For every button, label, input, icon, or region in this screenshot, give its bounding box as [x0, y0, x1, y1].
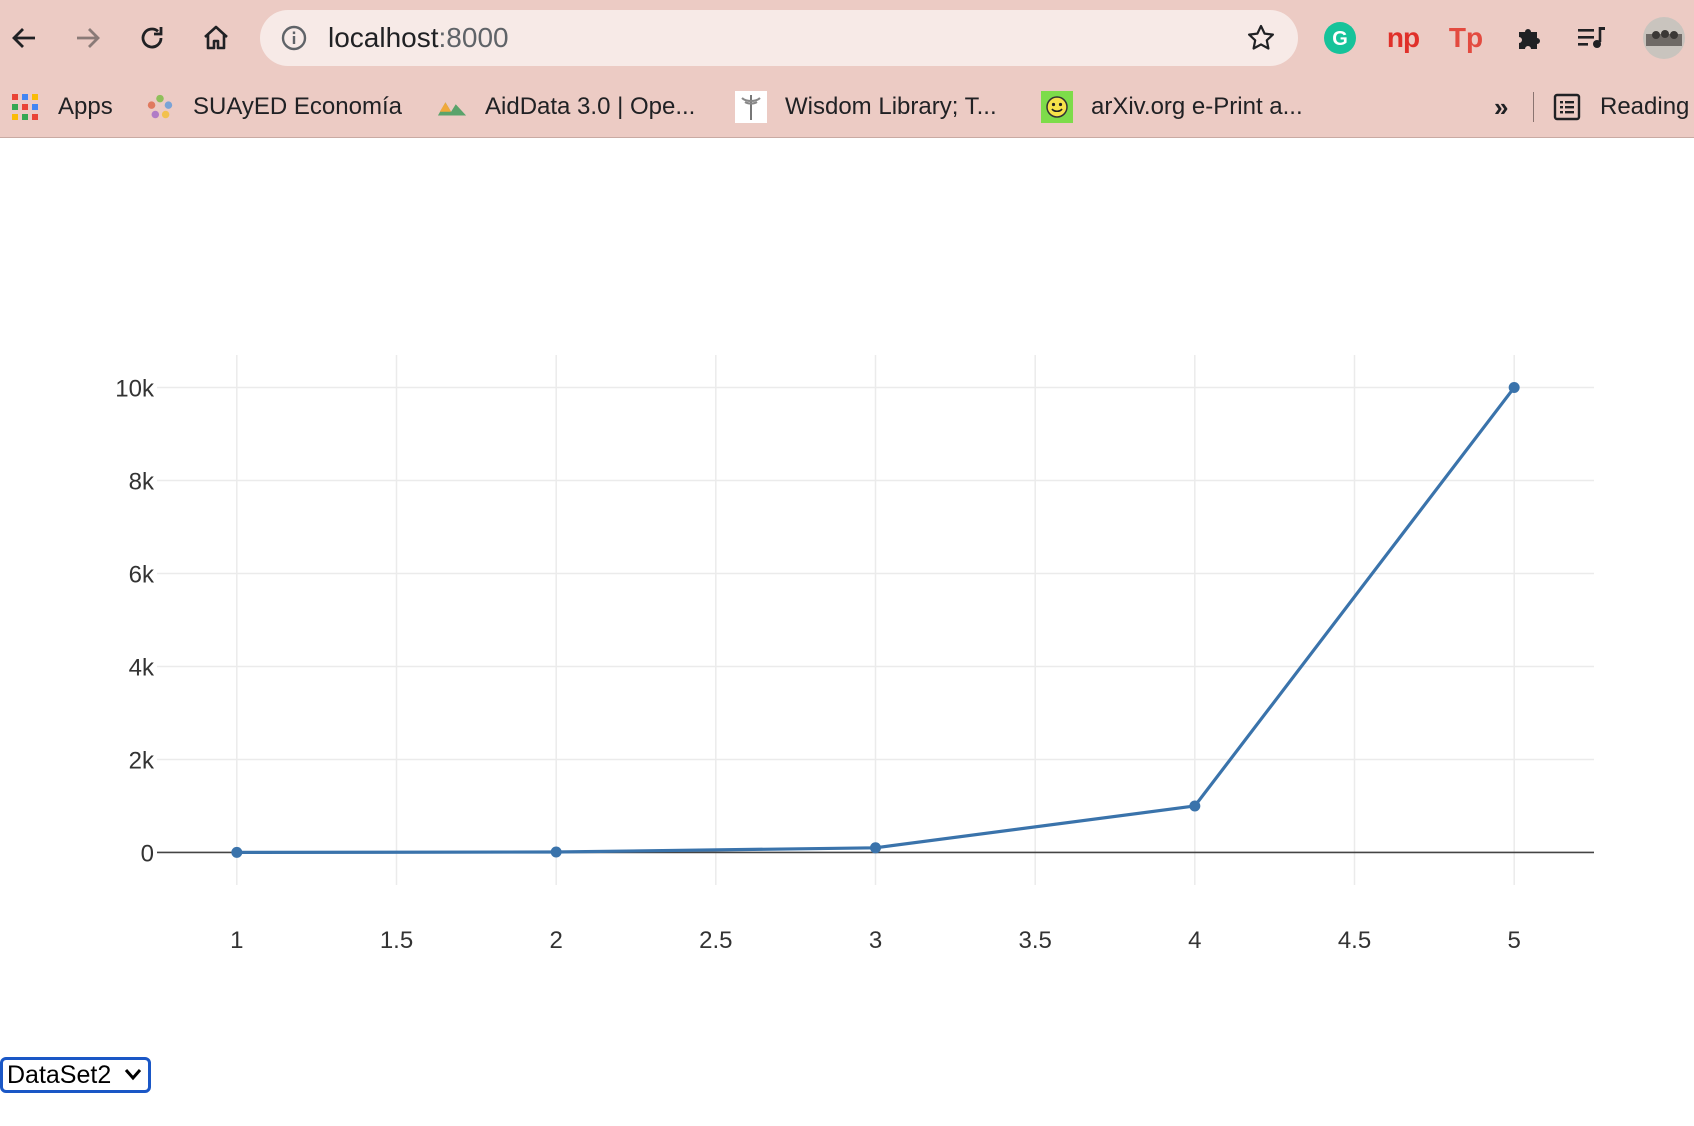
- y-tick-label: 4k: [129, 654, 155, 681]
- np-extension-label: np: [1386, 22, 1420, 53]
- bookmarks-separator: [1533, 92, 1534, 122]
- grammarly-letter: G: [1332, 28, 1348, 50]
- x-tick-label: 1: [230, 927, 243, 954]
- y-tick-label: 10k: [115, 376, 155, 403]
- data-point: [870, 842, 881, 854]
- back-button[interactable]: [0, 14, 48, 62]
- wisdom-library-icon: [735, 91, 767, 123]
- dataset-selected-value: DataSet2: [7, 1060, 112, 1089]
- apps-grid-icon: [10, 92, 40, 122]
- tp-extension-icon[interactable]: Tp: [1446, 18, 1486, 58]
- extensions-puzzle-shape: [1519, 29, 1540, 49]
- reading-list-button[interactable]: Reading: [1552, 76, 1689, 138]
- aiddata-icon: [437, 92, 467, 122]
- bookmarks-overflow-button[interactable]: »: [1494, 76, 1508, 138]
- y-tick-label: 6k: [129, 562, 155, 589]
- tp-extension-label: Tp: [1448, 22, 1484, 53]
- arxiv-icon: [1041, 91, 1073, 123]
- np-extension-icon[interactable]: np: [1383, 18, 1423, 58]
- data-point: [550, 846, 562, 858]
- profile-photo: [1643, 17, 1685, 59]
- profile-avatar[interactable]: [1640, 14, 1688, 62]
- overflow-chevrons: »: [1494, 91, 1509, 122]
- back-arrow-icon: [12, 28, 35, 48]
- data-point: [1508, 382, 1520, 394]
- x-tick-label: 5: [1507, 927, 1520, 954]
- y-tick-label: 8k: [129, 469, 155, 496]
- reading-list-label: Reading: [1600, 93, 1690, 120]
- forward-arrow-icon: [77, 28, 100, 48]
- line-chart[interactable]: 1 1.5 2 2.5 3 3.5 4 4.5 5 0 2k 4k 6k 8k 10k: [0, 140, 1694, 980]
- bookmark-star-icon[interactable]: [1246, 23, 1276, 53]
- x-tick-label: 4: [1188, 927, 1201, 954]
- forward-button[interactable]: [64, 14, 112, 62]
- suayed-icon: [145, 92, 175, 122]
- chart-axes: 1 1.5 2 2.5 3 3.5 4 4.5 5 0 2k 4k 6k 8k 10k: [115, 376, 1594, 954]
- address-bar[interactable]: localhost:8000: [260, 10, 1298, 66]
- bookmark-aiddata[interactable]: AidData 3.0 | Ope...: [437, 76, 695, 138]
- bookmark-label: Wisdom Library; T...: [785, 93, 997, 120]
- chevron-down-icon: [124, 1069, 142, 1081]
- bookmark-wisdom-library[interactable]: Wisdom Library; T...: [735, 76, 997, 138]
- chart-series: [231, 382, 1520, 858]
- reading-list-doc-icon: [1552, 92, 1582, 122]
- bookmark-apps[interactable]: Apps: [10, 76, 113, 138]
- x-tick-label: 3: [869, 927, 882, 954]
- home-icon: [204, 25, 228, 50]
- grammarly-icon[interactable]: G: [1320, 18, 1360, 58]
- reload-icon: [141, 27, 163, 49]
- bookmark-suayed[interactable]: SUAyED Economía: [145, 76, 402, 138]
- x-tick-label: 1.5: [380, 927, 413, 954]
- x-tick-label: 4.5: [1338, 927, 1371, 954]
- data-point: [231, 846, 243, 858]
- bookmark-label: arXiv.org e-Print a...: [1091, 93, 1303, 120]
- puzzle-icon[interactable]: [1509, 18, 1549, 58]
- x-tick-label: 2: [549, 927, 562, 954]
- x-tick-label: 2.5: [699, 927, 732, 954]
- chart-grid: [157, 355, 1594, 885]
- bookmark-arxiv[interactable]: arXiv.org e-Print a...: [1041, 76, 1303, 138]
- browser-toolbar: localhost:8000 G np Tp: [0, 0, 1694, 76]
- site-info-icon[interactable]: [280, 24, 308, 52]
- y-tick-label: 0: [141, 840, 154, 867]
- y-tick-label: 2k: [129, 747, 155, 774]
- reading-list-icon[interactable]: [1572, 18, 1612, 58]
- bookmarks-bar: Apps SUAyED Economía AidData 3.0 | Ope..…: [0, 76, 1694, 138]
- bookmark-label: Apps: [58, 93, 113, 120]
- data-point: [1189, 800, 1201, 812]
- reload-button[interactable]: [128, 14, 176, 62]
- bookmark-label: AidData 3.0 | Ope...: [485, 93, 696, 120]
- url-text[interactable]: localhost:8000: [328, 10, 509, 66]
- x-tick-label: 3.5: [1018, 927, 1051, 954]
- url-port: :8000: [438, 22, 509, 53]
- home-button[interactable]: [192, 14, 240, 62]
- bookmark-label: SUAyED Economía: [193, 93, 402, 120]
- grammarly-logo: G: [1324, 22, 1356, 54]
- media-list-shape: [1578, 27, 1605, 48]
- dataset-select[interactable]: DataSet2: [0, 1057, 151, 1093]
- url-host: localhost: [328, 22, 439, 53]
